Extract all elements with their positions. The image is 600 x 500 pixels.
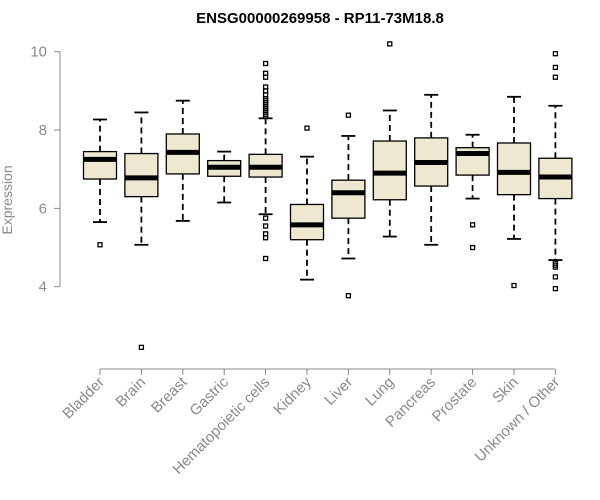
outlier-point [262,255,269,262]
outlier-point [262,113,269,120]
x-tick-label: Bladder [59,374,108,423]
box-hematopoietic-cells [248,60,283,262]
outlier-point [262,215,269,221]
box-gastric [207,150,242,204]
iqr-box [82,150,118,180]
box-brain [124,111,159,351]
outlier-point [304,125,310,131]
outlier-point [469,222,476,228]
outlier-point [262,60,269,67]
box-skin [496,95,532,289]
iqr-box [372,140,407,201]
outlier-point [262,235,269,241]
outlier-point [97,242,103,248]
box-unknown-other [538,51,573,292]
y-tick-label: 4 [39,279,47,296]
x-tick-label: Brain [112,374,149,411]
outlier-point [138,344,145,351]
outlier-point [345,293,352,299]
box-bladder [82,118,118,248]
box-group [82,41,573,351]
x-tick-label: Breast [148,373,191,416]
iqr-box [289,203,325,241]
y-tick-label: 8 [39,122,47,139]
outlier-point [262,74,269,80]
outlier-point [552,64,559,71]
outlier-point [345,112,352,118]
outlier-point [552,74,559,80]
box-prostate [455,133,490,251]
iqr-box [496,142,532,196]
y-axis: 4 6 8 10 [30,44,61,296]
box-kidney [289,125,325,281]
x-tick-label: Liver [321,374,356,409]
outlier-point [552,264,559,270]
box-pancreas [414,93,449,246]
y-axis-label: Expression [0,165,15,234]
outlier-point [552,285,559,292]
y-tick-label: 10 [30,44,47,61]
box-lung [372,41,407,238]
box-breast [165,99,200,222]
chart-title: ENSG00000269958 - RP11-73M18.8 [196,10,444,27]
x-tick-label: Skin [489,374,522,407]
outlier-point [262,223,269,229]
outlier-point [552,274,559,280]
box-liver [331,112,366,299]
x-tick-label: Kidney [270,373,315,418]
outlier-point [552,51,559,57]
y-tick-label: 6 [39,200,47,217]
outlier-point [469,244,476,251]
iqr-box [331,179,366,219]
outlier-point [387,41,393,47]
x-tick-label: Lung [362,374,398,410]
outlier-point [511,282,517,289]
iqr-box [124,152,159,198]
x-tick-label: Prostate [429,374,481,426]
